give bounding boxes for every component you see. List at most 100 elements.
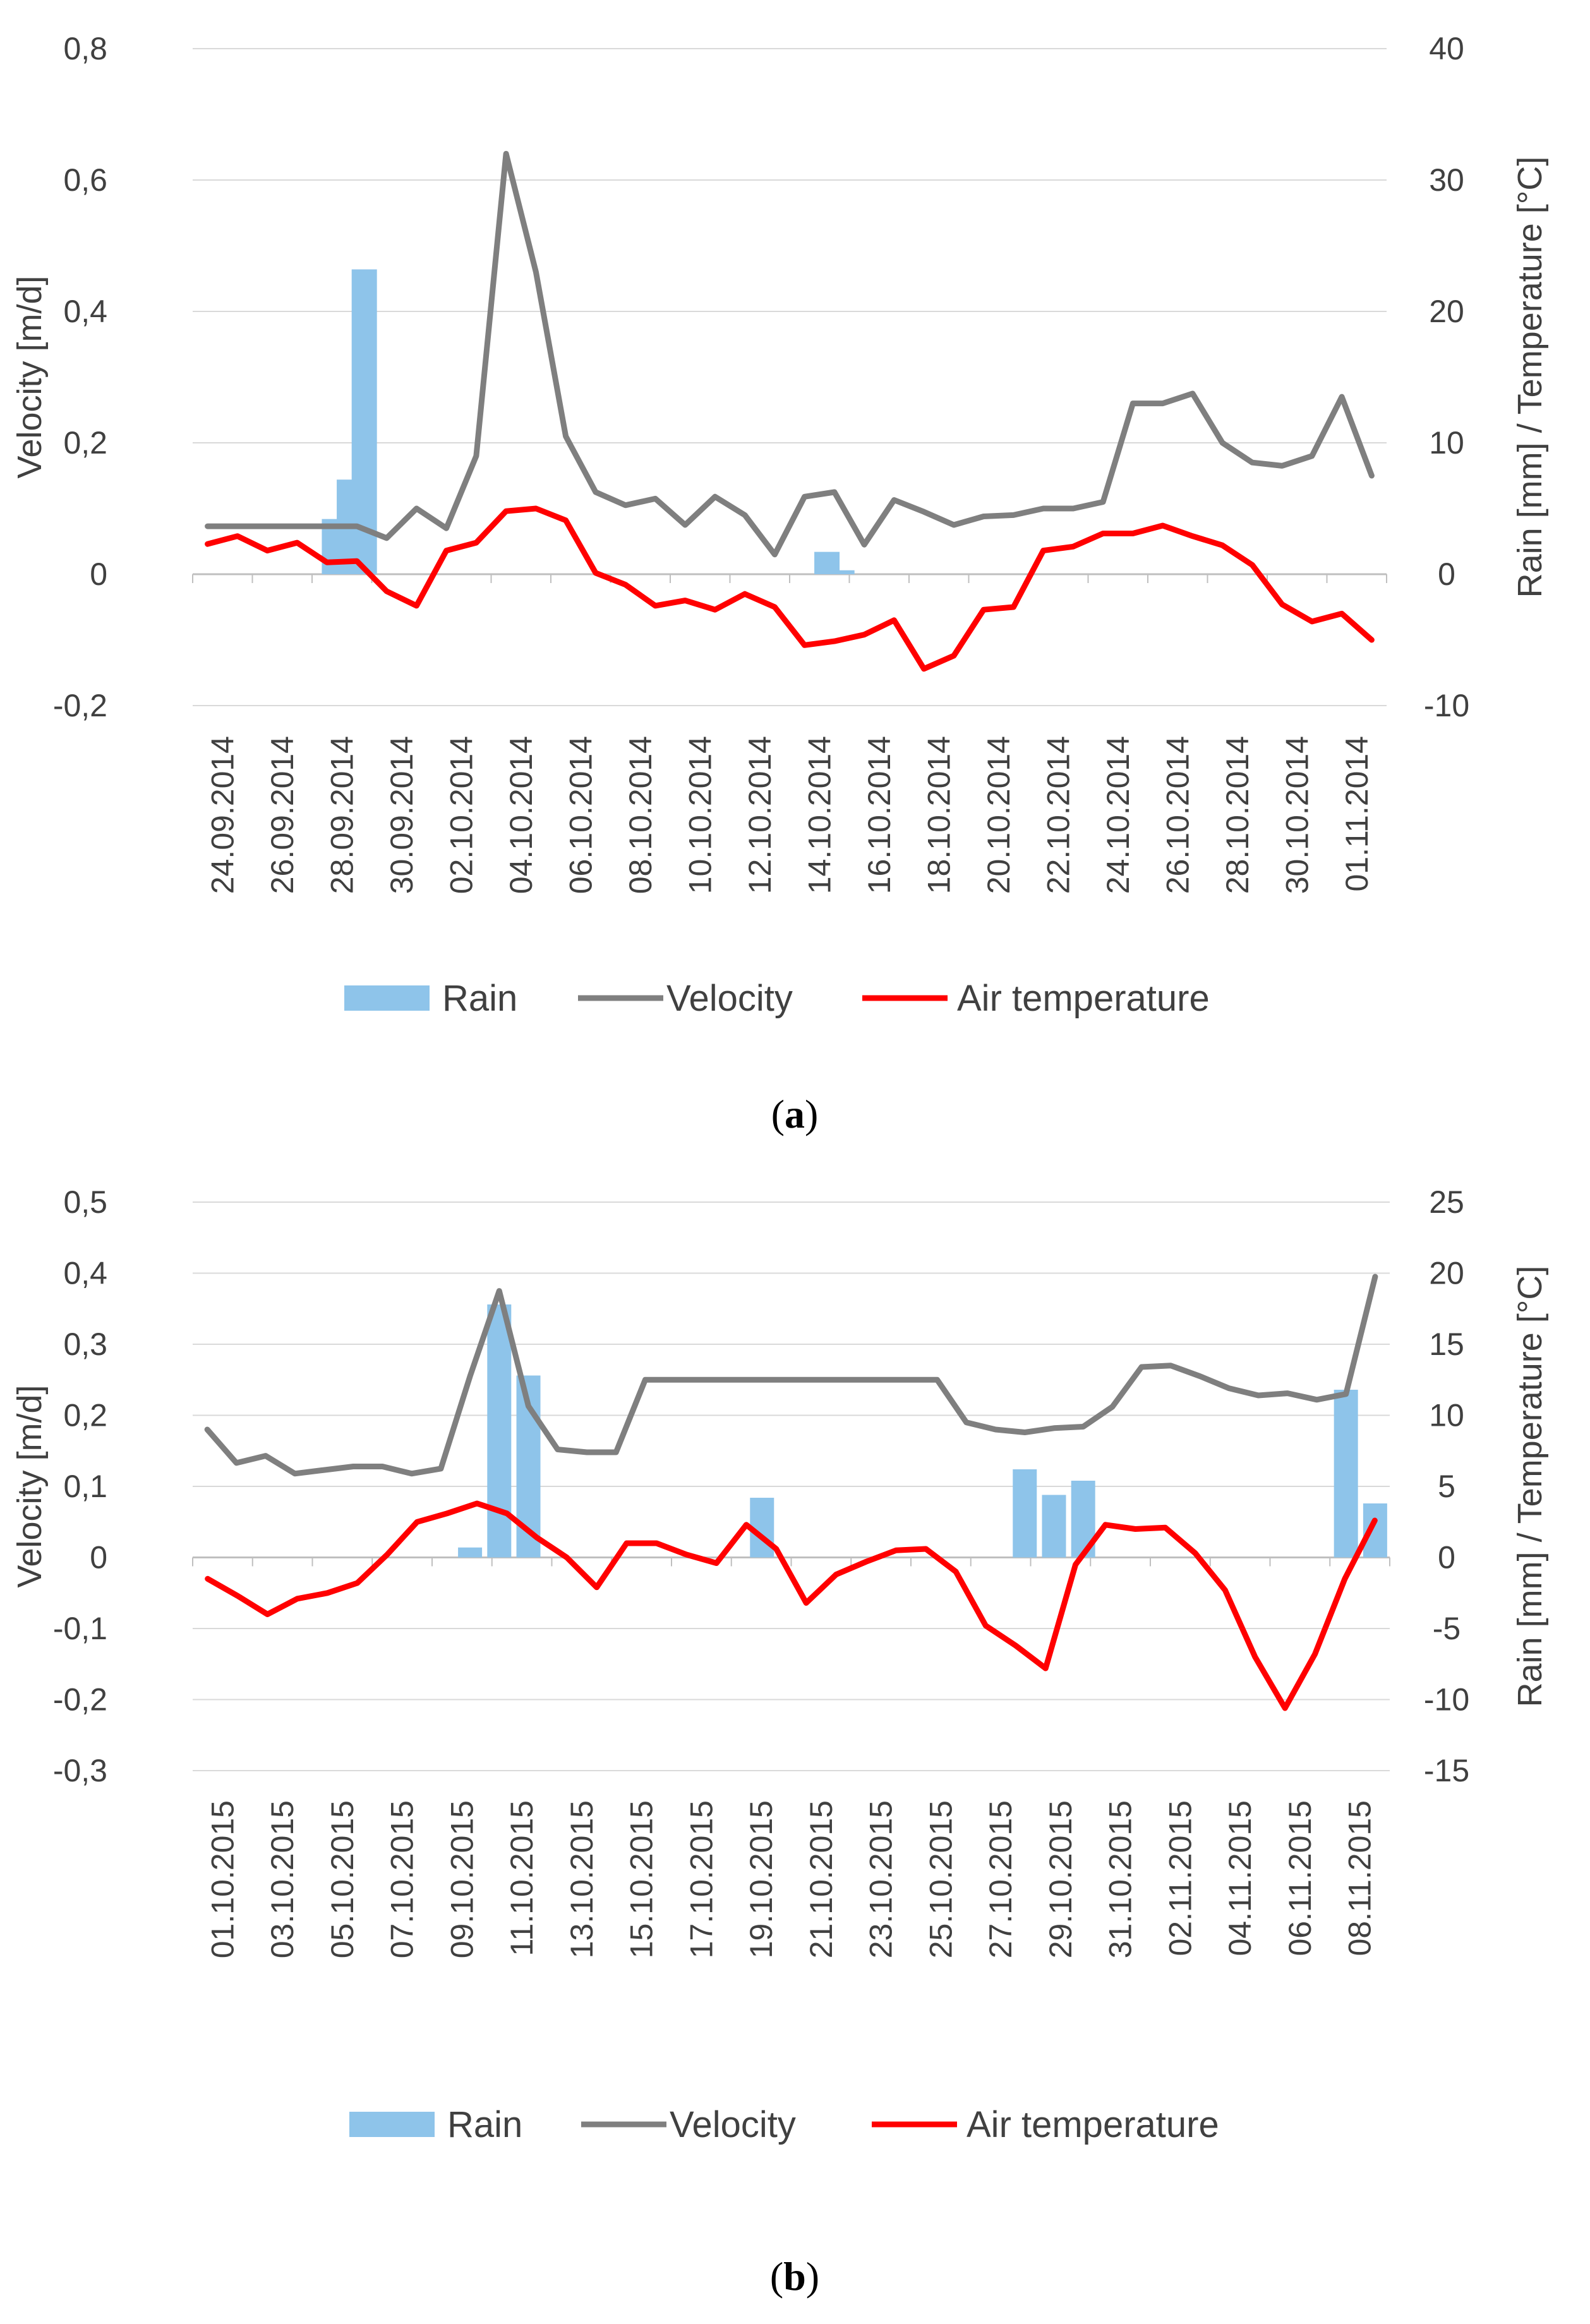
legend-velocity-label: Velocity — [666, 978, 793, 1019]
rain-bar — [1042, 1495, 1066, 1558]
legend-temperature-label: Air temperature — [967, 2104, 1219, 2145]
x-tick-label: 04.10.2014 — [503, 736, 539, 894]
panel-caption: (a) — [771, 1092, 819, 1136]
right-tick-label: 0 — [1438, 1540, 1455, 1575]
x-tick-label: 04.11.2015 — [1222, 1800, 1258, 1956]
legend-rain-swatch — [344, 985, 430, 1011]
x-tick-label: 15.10.2015 — [624, 1800, 659, 1958]
caption-close: ) — [806, 2254, 819, 2299]
legend-rain-swatch — [349, 2112, 435, 2137]
left-tick-label: -0,2 — [53, 1682, 107, 1718]
x-tick-label: 30.09.2014 — [384, 736, 419, 894]
caption-letter: a — [785, 1092, 805, 1136]
legend-temperature-label: Air temperature — [957, 978, 1210, 1019]
x-tick-label: 30.10.2014 — [1279, 736, 1315, 894]
left-axis-title: Velocity [m/d] — [11, 275, 49, 478]
right-tick-label: 0 — [1438, 557, 1455, 592]
x-tick-label: 12.10.2014 — [742, 736, 778, 894]
rain-bar — [1334, 1390, 1358, 1558]
left-tick-label: 0 — [90, 1540, 107, 1575]
left-tick-label: -0,1 — [53, 1611, 107, 1646]
left-tick-label: -0,2 — [53, 688, 107, 723]
rain-bar — [487, 1304, 512, 1558]
x-tick-label: 31.10.2015 — [1103, 1800, 1138, 1958]
left-tick-label: 0,4 — [63, 294, 107, 329]
rain-bar — [458, 1547, 483, 1558]
rain-bar — [351, 269, 377, 574]
x-tick-label: 03.10.2015 — [265, 1800, 300, 1958]
x-tick-label: 01.11.2014 — [1339, 736, 1375, 892]
left-tick-label: 0,3 — [63, 1327, 107, 1362]
right-tick-label: 40 — [1429, 31, 1464, 66]
left-tick-label: 0,5 — [63, 1184, 107, 1220]
x-tick-label: 25.10.2015 — [923, 1800, 958, 1958]
air-temperature-line — [205, 1500, 1378, 1711]
right-tick-label: 10 — [1429, 425, 1464, 461]
left-tick-label: 0,8 — [63, 31, 107, 66]
x-tick-label: 24.09.2014 — [205, 736, 240, 894]
x-tick-label: 28.10.2014 — [1220, 736, 1255, 894]
x-tick-label: 09.10.2015 — [444, 1800, 479, 1958]
x-tick-label: 17.10.2015 — [684, 1800, 719, 1958]
panel-caption: (b) — [770, 2254, 819, 2299]
x-tick-label: 16.10.2014 — [862, 736, 897, 894]
legend-rain-label: Rain — [447, 2104, 522, 2145]
legend-velocity-label: Velocity — [670, 2104, 796, 2145]
left-tick-label: 0,2 — [63, 425, 107, 461]
right-tick-label: -10 — [1424, 688, 1469, 723]
x-tick-label: 18.10.2014 — [921, 736, 956, 894]
x-tick-label: 01.10.2015 — [205, 1800, 240, 1958]
legend: Rain Velocity Air temperature — [344, 978, 1210, 1019]
chart-panel-b: -0,3 -0,2 -0,1 0 0,1 0,2 0,3 0,4 0,5 -15 -10 -5 0 5 10… — [11, 1184, 1549, 2299]
x-tick-label: 22.10.2014 — [1040, 736, 1076, 894]
right-tick-label: 20 — [1429, 294, 1464, 329]
legend: Rain Velocity Air temperature — [349, 2104, 1219, 2145]
right-tick-label: 5 — [1438, 1469, 1455, 1504]
x-tick-label: 06.10.2014 — [563, 736, 598, 894]
x-tick-label: 07.10.2015 — [385, 1800, 420, 1958]
left-tick-label: 0 — [90, 557, 107, 592]
x-tick-label: 14.10.2014 — [802, 736, 837, 894]
x-tick-label: 05.10.2015 — [325, 1800, 360, 1958]
left-tick-label: 0,4 — [63, 1256, 107, 1291]
right-tick-label: -5 — [1433, 1611, 1461, 1646]
velocity-line — [205, 150, 1375, 558]
x-tick-label: 27.10.2015 — [983, 1800, 1018, 1958]
right-tick-label: -10 — [1424, 1682, 1469, 1718]
x-tick-label: 10.10.2014 — [682, 736, 718, 894]
right-tick-label: 20 — [1429, 1256, 1464, 1291]
x-tick-label: 21.10.2015 — [804, 1800, 839, 1958]
right-axis-title: Rain [mm] / Temperature [°C] — [1511, 1266, 1549, 1707]
left-tick-label: 0,1 — [63, 1469, 107, 1504]
legend-rain-label: Rain — [442, 978, 517, 1019]
x-tick-label: 28.09.2014 — [324, 736, 359, 894]
x-tick-label: 20.10.2014 — [981, 736, 1016, 894]
x-tick-label: 11.10.2015 — [504, 1800, 539, 1956]
right-tick-label: 10 — [1429, 1398, 1464, 1433]
rain-bar — [1013, 1469, 1037, 1558]
left-tick-label: 0,6 — [63, 162, 107, 198]
velocity-line — [204, 1273, 1378, 1477]
left-axis-title: Velocity [m/d] — [11, 1385, 49, 1587]
x-tick-label: 02.11.2015 — [1162, 1800, 1198, 1956]
air-temperature-line — [205, 505, 1375, 672]
rain-bar — [829, 570, 855, 574]
x-tick-label: 08.11.2015 — [1342, 1800, 1378, 1956]
caption-letter: b — [783, 2254, 806, 2299]
left-tick-label: -0,3 — [53, 1753, 107, 1788]
caption-open: ( — [771, 1092, 785, 1136]
x-tick-label: 23.10.2015 — [864, 1800, 899, 1958]
x-tick-label: 02.10.2014 — [443, 736, 479, 894]
x-tick-label: 08.10.2014 — [623, 736, 658, 894]
left-tick-label: 0,2 — [63, 1398, 107, 1433]
caption-open: ( — [770, 2254, 783, 2299]
chart-panel-a: -0,2 0 0,2 0,4 0,6 0,8 -10 0 10 20 30 40 Velocity [m… — [11, 31, 1549, 1136]
x-tick-label: 06.11.2015 — [1282, 1800, 1318, 1956]
x-tick-label: 26.10.2014 — [1160, 736, 1195, 894]
x-tick-label: 29.10.2015 — [1043, 1800, 1078, 1958]
caption-close: ) — [805, 1092, 818, 1136]
right-tick-label: 30 — [1429, 162, 1464, 198]
x-tick-label: 26.09.2014 — [265, 736, 300, 894]
right-tick-label: 15 — [1429, 1327, 1464, 1362]
